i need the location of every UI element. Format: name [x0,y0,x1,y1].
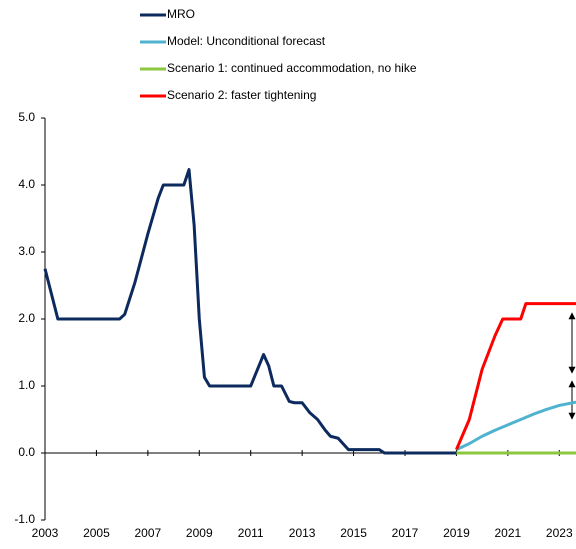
x-tick-label: 2005 [83,526,110,540]
x-tick-label: 2019 [443,526,470,540]
legend-label: Scenario 2: faster tightening [167,88,316,102]
series-line [455,302,576,451]
x-tick-label: 2023 [546,526,573,540]
x-tick-label: 2021 [495,526,522,540]
y-tick-label: 5.0 [18,110,35,124]
x-tick-label: 2003 [32,526,59,540]
x-tick-label: 2013 [289,526,316,540]
x-tick-label: 2015 [340,526,367,540]
x-tick-label: 2017 [392,526,419,540]
x-tick-label: 2011 [238,526,264,540]
legend-label: Scenario 1: continued accommodation, no … [167,61,417,75]
series-line [43,168,457,455]
x-tick-label: 2007 [135,526,162,540]
y-tick-label: 2.0 [18,311,35,325]
y-tick-label: 1.0 [18,378,35,392]
series-line [455,400,576,452]
y-tick-label: -1.0 [14,512,35,526]
x-tick-label: 2009 [186,526,213,540]
legend-label: MRO [167,7,195,21]
y-tick-label: 0.0 [18,445,35,459]
y-tick-label: 3.0 [18,244,35,258]
y-tick-label: 4.0 [18,177,35,191]
legend-label: Model: Unconditional forecast [167,34,326,48]
